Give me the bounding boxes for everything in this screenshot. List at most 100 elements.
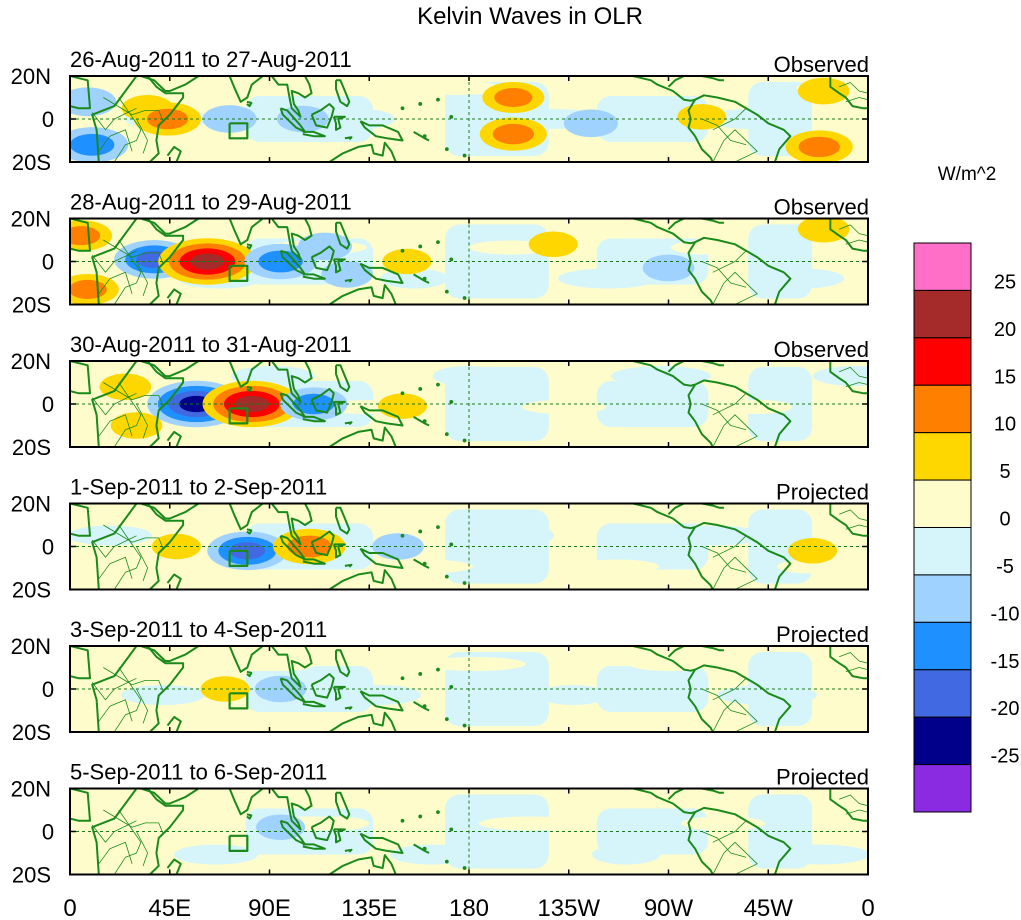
x-tick-label: 90E bbox=[248, 895, 291, 920]
anomaly-contour bbox=[563, 109, 619, 138]
anomaly-contour bbox=[642, 254, 695, 282]
coastline bbox=[320, 141, 397, 162]
island-dot bbox=[418, 814, 423, 819]
anomaly-positive bbox=[99, 373, 152, 401]
country-border bbox=[839, 794, 868, 807]
island-dot bbox=[444, 432, 449, 437]
anomaly-negative bbox=[372, 533, 424, 560]
country-border bbox=[91, 107, 137, 131]
coastline bbox=[246, 243, 253, 250]
y-tick-label: 20S bbox=[12, 293, 51, 318]
coastline bbox=[320, 426, 397, 447]
coastline bbox=[829, 503, 868, 537]
coastline bbox=[701, 503, 724, 509]
country-border bbox=[839, 224, 868, 237]
coastline bbox=[270, 788, 313, 831]
colorbar-level-label: -20 bbox=[991, 698, 1020, 720]
country-border bbox=[98, 271, 133, 295]
country-border bbox=[712, 535, 747, 558]
coastline bbox=[829, 218, 868, 252]
country-border bbox=[98, 129, 133, 152]
country-border bbox=[91, 392, 137, 416]
weak-anomaly-patch bbox=[416, 81, 500, 95]
anomaly-positive bbox=[151, 533, 201, 560]
island-dot bbox=[444, 574, 449, 579]
anomaly-contour bbox=[528, 231, 578, 258]
coastline bbox=[246, 100, 253, 108]
weak-anomaly-patch bbox=[373, 559, 473, 574]
coastline bbox=[270, 646, 313, 688]
weak-anomaly-patch bbox=[618, 81, 686, 95]
coastline bbox=[694, 664, 792, 732]
anomaly-contour bbox=[321, 261, 373, 288]
coastline bbox=[413, 273, 430, 284]
country-border bbox=[113, 524, 142, 590]
y-tick-label: 0 bbox=[42, 677, 54, 702]
anomaly-contour bbox=[797, 77, 850, 105]
weak-anomaly-patch bbox=[724, 400, 792, 414]
coastline bbox=[166, 430, 182, 447]
island-dot bbox=[462, 438, 467, 443]
coastlines bbox=[70, 76, 868, 162]
anomaly-positive bbox=[479, 117, 547, 151]
island-dot bbox=[400, 391, 405, 396]
coastline bbox=[302, 700, 326, 708]
island-dot bbox=[462, 153, 467, 158]
coastline bbox=[413, 701, 430, 712]
colorbar-swatch bbox=[913, 716, 972, 766]
coastline bbox=[140, 76, 200, 92]
panel-date-range: 28-Aug-2011 to 29-Aug-2011 bbox=[70, 190, 352, 215]
country-border bbox=[113, 809, 142, 875]
anomaly-positive bbox=[70, 220, 113, 252]
country-border bbox=[712, 250, 747, 273]
coastline bbox=[320, 569, 397, 590]
coastline bbox=[246, 813, 253, 820]
coastline bbox=[302, 273, 326, 280]
coastline bbox=[140, 503, 200, 520]
coastline bbox=[218, 503, 264, 531]
anomaly-positive bbox=[788, 538, 838, 564]
coastline bbox=[146, 76, 185, 162]
country-border bbox=[712, 129, 758, 162]
country-border bbox=[845, 239, 868, 245]
coastline bbox=[320, 284, 397, 305]
panel-date-range: 30-Aug-2011 to 31-Aug-2011 bbox=[70, 332, 352, 357]
y-tick-label: 0 bbox=[42, 820, 54, 845]
country-border bbox=[103, 524, 164, 549]
coastline bbox=[302, 130, 326, 138]
coastline bbox=[140, 218, 200, 235]
coastline bbox=[667, 218, 685, 231]
coastline bbox=[246, 385, 253, 393]
coastline bbox=[632, 646, 696, 672]
region-box bbox=[228, 264, 249, 282]
coastline bbox=[632, 503, 696, 530]
coastline bbox=[91, 76, 138, 162]
island-dot bbox=[400, 676, 405, 681]
coastline bbox=[146, 361, 185, 447]
country-border bbox=[839, 82, 868, 94]
coastline bbox=[701, 76, 724, 82]
x-tick-label: 135W bbox=[537, 895, 600, 920]
coastline bbox=[218, 76, 264, 103]
coastline bbox=[332, 400, 346, 416]
country-border bbox=[103, 239, 164, 264]
panel-label: Observed bbox=[774, 52, 869, 77]
coastline bbox=[667, 788, 685, 801]
weak-anomaly-patch bbox=[611, 366, 711, 386]
colorbar-level-label: -5 bbox=[996, 556, 1014, 578]
panel-6: 5-Sep-2011 to 6-Sep-2011 Projected 20N 0 20S bbox=[11, 760, 869, 888]
y-tick-label: 20N bbox=[11, 64, 51, 89]
coastline bbox=[335, 221, 351, 250]
anomaly-contour bbox=[788, 538, 838, 564]
y-tick-label: 20N bbox=[11, 634, 51, 659]
island-dot bbox=[400, 533, 405, 538]
island-dot bbox=[418, 102, 423, 106]
panel-label: Projected bbox=[776, 480, 869, 505]
anomaly-negative bbox=[642, 254, 695, 282]
coastline bbox=[359, 832, 404, 854]
country-border bbox=[98, 841, 133, 865]
anomaly-positive bbox=[677, 104, 727, 130]
country-border bbox=[712, 271, 758, 305]
coastline bbox=[332, 685, 346, 701]
